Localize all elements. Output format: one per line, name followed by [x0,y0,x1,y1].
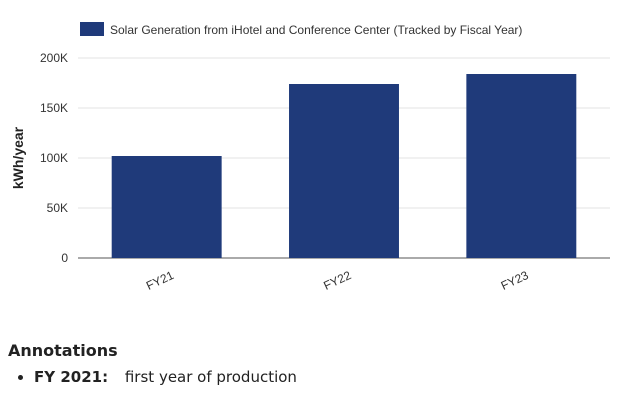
annotation-label: FY 2021: [34,368,109,386]
bar-fy22[interactable] [289,84,399,258]
y-tick-label: 0 [61,251,68,265]
y-axis-title: kWh/year [10,126,26,189]
x-tick-label: FY21 [144,268,176,293]
annotations-list: FY 2021: first year of production [8,368,608,386]
annotations-section: Annotations FY 2021: first year of produ… [8,341,608,386]
y-tick-label: 50K [47,201,68,215]
bars [111,74,577,258]
y-axis-ticks: 0 50K 100K 150K 200K [40,51,68,265]
y-tick-label: 150K [40,101,68,115]
x-tick-label: FY22 [321,268,353,293]
annotations-heading: Annotations [8,341,118,360]
bar-fy23[interactable] [466,74,577,258]
x-tick-label: FY23 [499,268,531,293]
legend[interactable]: Solar Generation from iHotel and Confere… [80,22,522,37]
bar-fy21[interactable] [111,156,222,258]
legend-label: Solar Generation from iHotel and Confere… [110,23,522,37]
y-tick-label: 200K [40,51,68,65]
bar-chart: Solar Generation from iHotel and Confere… [10,22,610,293]
x-axis-ticks: FY21 FY22 FY23 [144,268,531,293]
y-tick-label: 100K [40,151,68,165]
annotation-text: first year of production [124,368,297,386]
annotation-item: FY 2021: first year of production [34,368,608,386]
legend-swatch [80,22,104,36]
